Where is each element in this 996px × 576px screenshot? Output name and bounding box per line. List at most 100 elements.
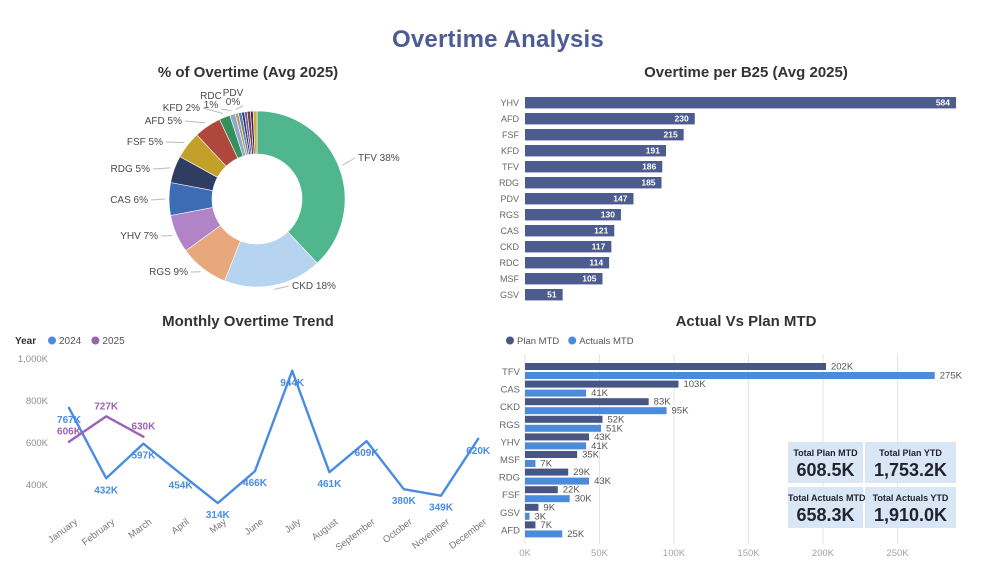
- x-axis-month-label: January: [46, 516, 80, 545]
- category-label: RDC: [500, 258, 520, 268]
- bar-YHV-plan[interactable]: [525, 433, 590, 441]
- donut-label: RDG 5%: [111, 164, 151, 175]
- legend-item-2025[interactable]: 2025: [102, 336, 125, 347]
- legend-dot-2024[interactable]: [48, 336, 56, 345]
- point-label-2024: 380K: [392, 496, 417, 507]
- x-axis-month-label: February: [80, 516, 117, 548]
- bar-FSF-plan[interactable]: [525, 486, 558, 494]
- bar-CKD-actuals[interactable]: [525, 407, 667, 415]
- bar-CAS-plan[interactable]: [525, 380, 679, 388]
- donut-slice-other[interactable]: [252, 110, 258, 155]
- bar-TFV-actuals[interactable]: [525, 372, 935, 379]
- bar-RGS-plan[interactable]: [525, 415, 603, 423]
- category-label: RGS: [499, 420, 520, 431]
- bar-MSF-actuals[interactable]: [525, 460, 536, 467]
- card-value: 608.5K: [796, 460, 855, 480]
- bar-CAS[interactable]: [525, 225, 615, 237]
- legend-item-2024[interactable]: 2024: [59, 336, 82, 347]
- leader-line: [235, 105, 244, 110]
- b25-bar-chart-svg: YHV 584 AFD 230 FSF 215 KFD 191 TFV 186 RDG 185 PDV 1…: [499, 97, 956, 301]
- legend-title: Year: [15, 336, 36, 347]
- bar-GSV[interactable]: [525, 289, 563, 301]
- donut-label: PDV 0%: [223, 88, 244, 108]
- bar-GSV-actuals[interactable]: [525, 512, 530, 520]
- point-label-2024: 767K: [57, 415, 82, 426]
- bar-RDG-plan[interactable]: [525, 468, 569, 476]
- bar-TFV[interactable]: [525, 161, 663, 173]
- card-title: Total Plan MTD: [793, 448, 858, 458]
- category-label: AFD: [501, 525, 520, 536]
- category-label: CAS: [500, 226, 519, 236]
- donut-label: AFD 5%: [145, 116, 182, 127]
- bar-AFD[interactable]: [525, 113, 695, 125]
- category-label: PDV: [500, 194, 519, 204]
- line-2025[interactable]: [67, 415, 145, 443]
- bar-value-label: 147: [613, 194, 627, 204]
- line-2024[interactable]: [67, 369, 480, 505]
- bar-value-label: 230: [675, 114, 689, 124]
- point-label-2024: 609K: [355, 448, 380, 459]
- page-title: Overtime Analysis: [392, 26, 604, 53]
- bar-CAS-actuals[interactable]: [525, 389, 587, 397]
- bar-YHV[interactable]: [525, 97, 956, 109]
- legend-item[interactable]: Plan MTD: [517, 336, 559, 347]
- bar-YHV-actuals[interactable]: [525, 442, 587, 450]
- bar-value-label: 35K: [582, 450, 600, 461]
- y-axis-tick-label: 400K: [26, 480, 49, 491]
- donut-slice-TFV[interactable]: [256, 110, 346, 264]
- legend-dot-plan-mtd[interactable]: [506, 336, 514, 345]
- leader-line: [150, 198, 166, 201]
- bar-AFD-plan[interactable]: [525, 521, 536, 529]
- bar-RDG-actuals[interactable]: [525, 477, 590, 485]
- bar-FSF[interactable]: [525, 129, 684, 141]
- leader-line: [220, 108, 232, 112]
- point-label-2024: 349K: [429, 503, 454, 514]
- card-total-actuals-mtd: Total Actuals MTD 658.3K: [788, 487, 866, 528]
- bar-value-label: 43K: [594, 432, 612, 443]
- category-label: KFD: [501, 146, 520, 156]
- x-axis-tick-label: 200K: [812, 548, 835, 559]
- chart-title-overtime-share: % of Overtime (Avg 2025): [157, 64, 339, 81]
- bar-CKD[interactable]: [525, 241, 612, 253]
- bar-AFD-actuals[interactable]: [525, 530, 563, 538]
- bar-PDV[interactable]: [525, 193, 634, 205]
- bar-MSF[interactable]: [525, 273, 603, 285]
- point-label-2024: 620K: [466, 446, 491, 457]
- category-label: YHV: [500, 437, 520, 448]
- category-label: TFV: [502, 367, 521, 378]
- bar-RGS[interactable]: [525, 209, 621, 221]
- legend-dot-actuals-mtd[interactable]: [568, 336, 577, 345]
- legend-dot-2025[interactable]: [91, 336, 100, 345]
- card-total-plan-mtd: Total Plan MTD 608.5K: [788, 442, 863, 483]
- category-label: AFD: [501, 114, 520, 124]
- panel-overtime-per-b25: Overtime per B25 (Avg 2025) YHV 584 AFD 230…: [496, 55, 996, 312]
- category-label: FSF: [502, 130, 520, 140]
- bar-value-label: 22K: [563, 485, 581, 496]
- x-axis-tick-label: 100K: [663, 548, 686, 559]
- bar-value-label: 83K: [654, 397, 672, 408]
- bar-KFD[interactable]: [525, 145, 666, 157]
- bar-CKD-plan[interactable]: [525, 398, 649, 406]
- bar-value-label: 103K: [683, 379, 706, 390]
- category-label: RDG: [499, 178, 519, 188]
- x-axis-month-label: September: [334, 517, 378, 554]
- bar-value-label: 41K: [591, 388, 609, 399]
- bar-FSF-actuals[interactable]: [525, 495, 570, 503]
- card-value: 1,753.2K: [873, 460, 948, 480]
- x-axis-month-label: June: [243, 517, 266, 538]
- leader-line: [274, 285, 290, 290]
- bar-RGS-actuals[interactable]: [525, 424, 601, 432]
- card-title: Total Actuals YTD: [872, 493, 949, 503]
- bar-value-label: 3K: [534, 511, 546, 522]
- bar-GSV-plan[interactable]: [525, 503, 539, 511]
- bar-MSF-plan[interactable]: [525, 451, 578, 458]
- bar-RDC[interactable]: [525, 257, 610, 269]
- x-axis-month-label: April: [170, 517, 192, 537]
- bar-RDG[interactable]: [525, 177, 662, 189]
- bar-TFV-plan[interactable]: [525, 363, 826, 370]
- legend-item[interactable]: Actuals MTD: [579, 336, 634, 347]
- category-label: RDG: [499, 473, 520, 484]
- donut-label: TFV 38%: [358, 153, 400, 164]
- y-axis-tick-label: 600K: [26, 438, 49, 449]
